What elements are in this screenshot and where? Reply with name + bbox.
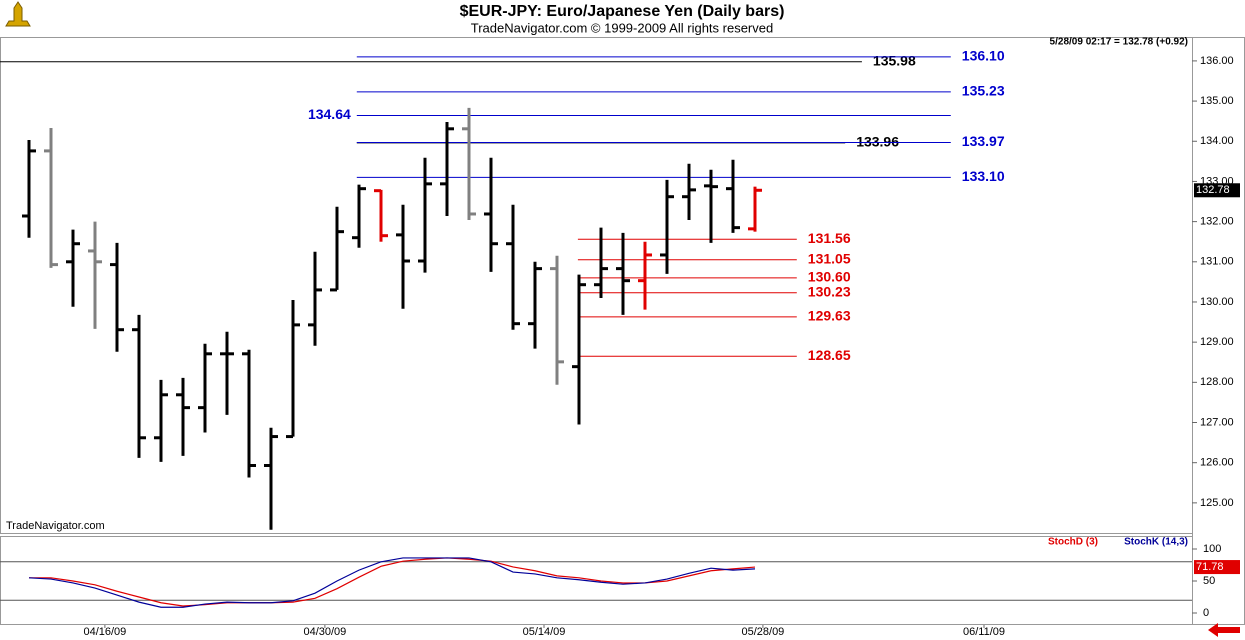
y-tick-label: 132.00 <box>1200 216 1234 228</box>
last-value-label: 71.78 <box>1196 561 1224 573</box>
y-tick-label: 127.00 <box>1200 416 1234 428</box>
x-tick-label: 06/11/09 <box>963 626 1005 638</box>
stoch-line <box>28 557 756 608</box>
level-label: 130.60 <box>808 269 851 285</box>
chart-subtitle: TradeNavigator.com © 1999-2009 All right… <box>471 20 773 35</box>
x-tick-label: 05/28/09 <box>741 626 784 638</box>
chart-title: $EUR-JPY: Euro/Japanese Yen (Daily bars) <box>460 3 785 20</box>
logo <box>5 1 31 27</box>
level-label: 133.10 <box>962 168 1005 184</box>
last-quote: 5/28/09 02:17 = 132.78 (+0.92) <box>1050 37 1188 48</box>
level-label: 130.23 <box>808 283 851 299</box>
level-label: 131.56 <box>808 230 851 246</box>
level-label: 133.96 <box>856 134 899 150</box>
stoch-line <box>28 557 756 607</box>
last-price-label: 132.78 <box>1196 184 1230 196</box>
y-tick-label: 100 <box>1203 543 1221 555</box>
x-tick-label: 04/16/09 <box>83 626 126 638</box>
level-label: 129.63 <box>808 308 851 324</box>
level-label: 128.65 <box>808 347 851 363</box>
legend-label: StochK (14,3) <box>1124 537 1188 548</box>
x-tick-label: 04/30/09 <box>303 626 346 638</box>
watermark: TradeNavigator.com <box>6 520 105 532</box>
y-tick-label: 129.00 <box>1200 336 1234 348</box>
y-tick-label: 125.00 <box>1200 497 1234 509</box>
y-tick-label: 130.00 <box>1200 296 1234 308</box>
legend-label: StochD (3) <box>1048 537 1098 548</box>
level-label: 134.64 <box>308 106 351 122</box>
y-tick-label: 0 <box>1203 607 1209 619</box>
y-tick-label: 128.00 <box>1200 376 1234 388</box>
level-label: 135.98 <box>873 52 916 68</box>
x-tick-label: 05/14/09 <box>523 626 566 638</box>
last-value-box <box>1194 560 1240 575</box>
y-tick-label: 134.00 <box>1200 135 1234 147</box>
last-price-box <box>1194 183 1240 198</box>
level-label: 133.97 <box>962 133 1005 149</box>
y-tick-label: 135.00 <box>1200 95 1234 107</box>
y-tick-label: 126.00 <box>1200 457 1234 469</box>
y-tick-label: 131.00 <box>1200 256 1234 268</box>
axis-panel <box>1192 37 1245 625</box>
scroll-arrow[interactable] <box>1208 623 1240 637</box>
y-tick-label: 136.00 <box>1200 55 1234 67</box>
y-tick-label: 50 <box>1203 575 1215 587</box>
level-label: 131.05 <box>808 250 851 266</box>
level-label: 135.23 <box>962 83 1005 99</box>
level-label: 136.10 <box>962 48 1005 64</box>
